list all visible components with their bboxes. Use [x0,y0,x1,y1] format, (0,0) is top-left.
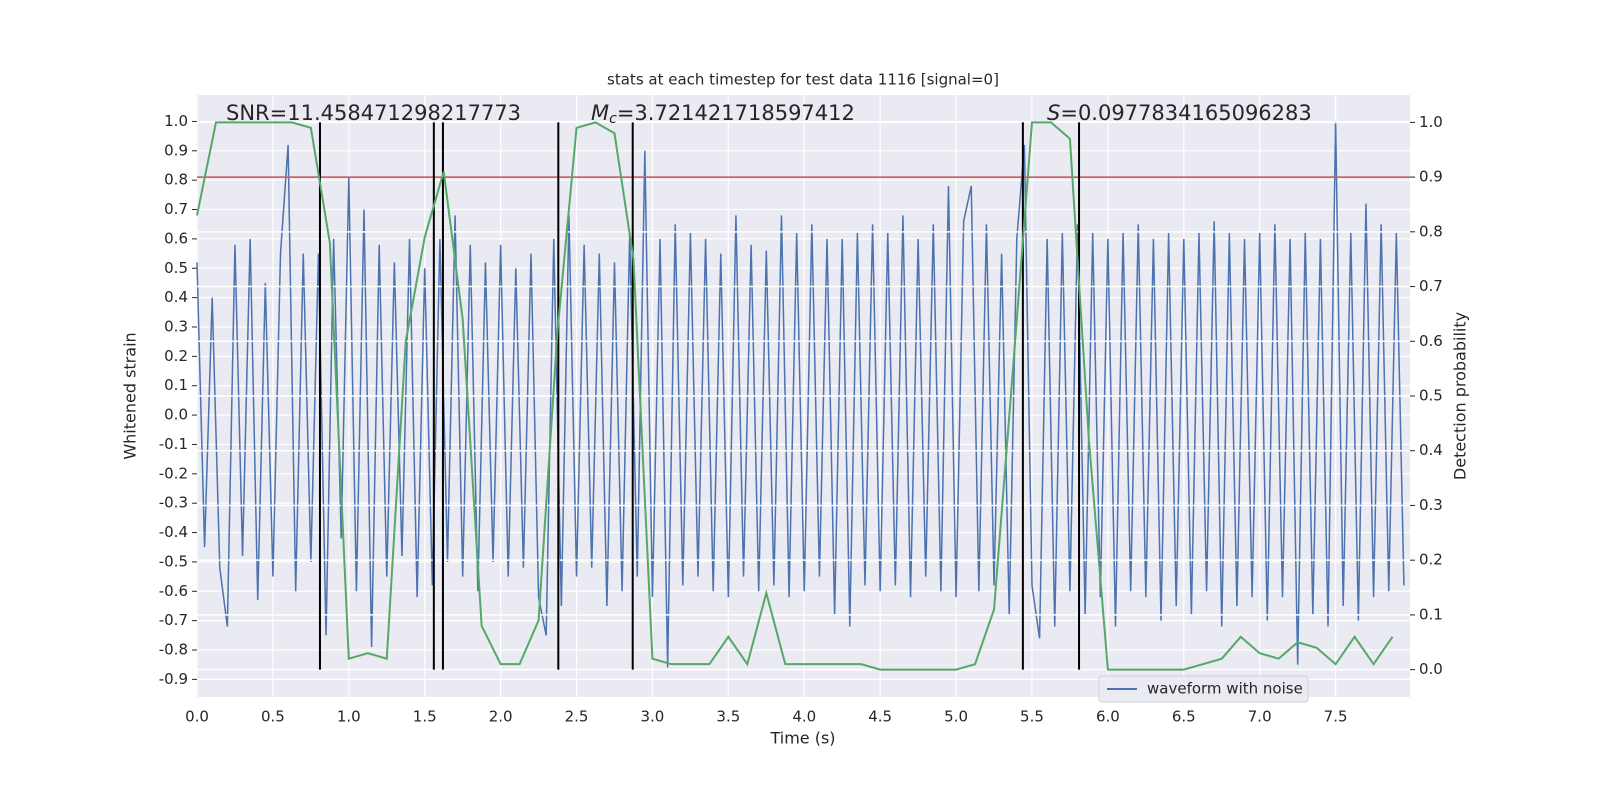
annotation: Mc=3.721421718597412 [591,101,855,127]
y2-tick-label: 0.5 [1419,387,1443,405]
y2-tick-label: 0.1 [1419,605,1443,623]
y-tick-label: -0.8 [159,641,188,659]
y2-tick-label: 0.0 [1419,660,1443,678]
y-tick-label: 1.0 [164,112,188,130]
y-tick-label: 0.9 [164,141,188,159]
x-tick-label: 3.5 [716,708,740,726]
annotation-text: =3.721421718597412 [617,101,855,125]
y-tick-label: 0.1 [164,376,188,394]
y-axis-label: Whitened strain [121,332,140,459]
x-tick-label: 0.0 [185,708,209,726]
y2-axis-label: Detection probability [1451,312,1470,480]
annotation-symbol: M [591,101,609,125]
y-tick-label: -0.2 [159,464,188,482]
annotation-symbol: S [1047,101,1060,125]
x-axis-label: Time (s) [769,729,835,748]
annotation-subscript: c [609,111,617,127]
x-tick-label: 1.5 [413,708,437,726]
y2-tick-label: 0.9 [1419,168,1443,186]
annotation: SNR=11.458471298217773 [226,101,521,125]
x-tick-label: 5.5 [1020,708,1044,726]
annotation-text: SNR=11.458471298217773 [226,101,521,125]
x-tick-label: 7.0 [1248,708,1272,726]
x-tick-label: 2.0 [489,708,513,726]
x-tick-label: 4.0 [792,708,816,726]
chart-title: stats at each timestep for test data 111… [607,71,999,89]
y-tick-label: 0.8 [164,171,188,189]
y-tick-label: 0.0 [164,406,188,424]
x-tick-label: 0.5 [261,708,285,726]
y-tick-label: -0.9 [159,670,188,688]
x-tick-label: 6.0 [1096,708,1120,726]
y2-tick-label: 0.7 [1419,277,1443,295]
waveform-line [196,121,1405,668]
y-tick-label: -0.6 [159,582,188,600]
y2-tick-label: 0.2 [1419,551,1443,569]
legend-box [1098,675,1309,703]
y2-tick-label: 0.4 [1419,441,1443,459]
y-tick-label: -0.7 [159,611,188,629]
y-tick-label: -0.4 [159,523,188,541]
y-tick-label: -0.3 [159,494,188,512]
annotation: S=0.0977834165096283 [1047,101,1312,125]
x-tick-label: 1.0 [337,708,361,726]
y-tick-label: 0.2 [164,347,188,365]
y-tick-label: 0.3 [164,317,188,335]
y-tick-label: -0.5 [159,552,188,570]
legend-label: waveform with noise [1147,680,1303,698]
x-tick-label: 5.0 [944,708,968,726]
y-tick-label: 0.6 [164,229,188,247]
x-tick-label: 2.5 [565,708,589,726]
y2-tick-label: 1.0 [1419,113,1443,131]
y-tick-label: 0.5 [164,259,188,277]
probability-line [196,121,1394,671]
y2-tick-label: 0.6 [1419,332,1443,350]
x-tick-label: 7.5 [1324,708,1348,726]
y-tick-label: -0.1 [159,435,188,453]
y-tick-label: 0.4 [164,288,188,306]
y2-tick-label: 0.8 [1419,222,1443,240]
y2-tick-label: 0.3 [1419,496,1443,514]
x-tick-label: 6.5 [1172,708,1196,726]
x-tick-label: 4.5 [868,708,892,726]
y-tick-label: 0.7 [164,200,188,218]
annotation-text: =0.0977834165096283 [1060,101,1311,125]
x-tick-label: 3.0 [641,708,665,726]
